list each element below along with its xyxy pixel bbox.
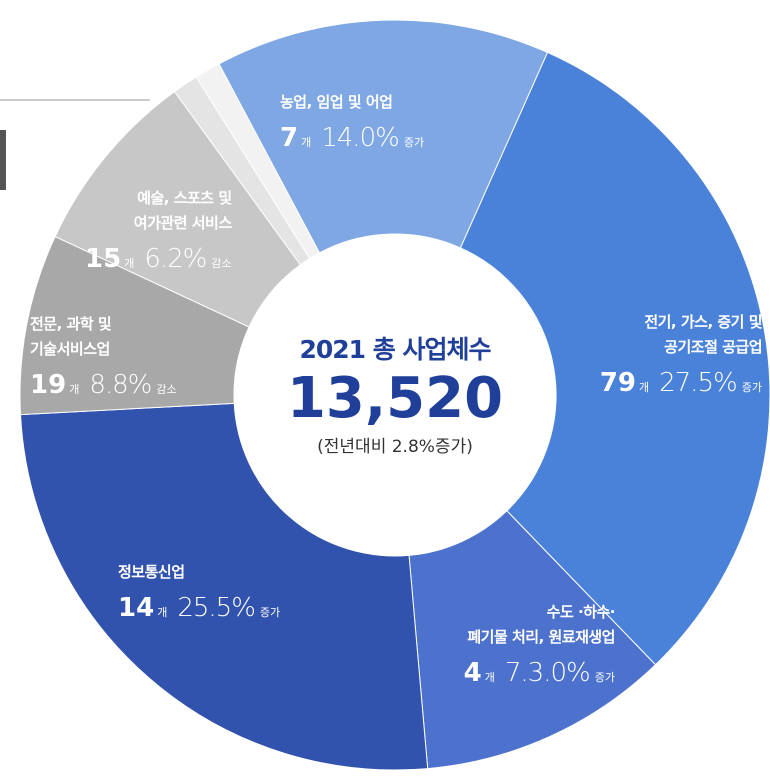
segment-name: 전기, 가스, 증기 및 (644, 313, 762, 331)
center-title: 2021 총 사업체수 (299, 335, 492, 364)
unit: 개 (639, 381, 650, 394)
segment-name: 예술, 스포츠 및 (137, 189, 232, 207)
segment-value: 19 개 8.8% 감소 (30, 370, 177, 400)
rate: 14.0% (321, 123, 400, 153)
segment-value: 15 개 6.2% 감소 (85, 244, 232, 274)
rate: 25.5% (177, 593, 256, 623)
change: 증가 (259, 606, 281, 619)
segment-name: 농업, 임업 및 어업 (280, 93, 393, 111)
unit: 개 (484, 671, 495, 684)
rate: 7.3.0% (504, 658, 591, 688)
count: 7 (280, 123, 299, 153)
rate: 27.5% (659, 368, 738, 398)
edge-mark (0, 130, 6, 190)
segment-name: 정보통신업 (118, 563, 185, 581)
segment-label: 농업, 임업 및 어업 7 개 14.0% 증가 (280, 90, 424, 153)
count: 15 (85, 244, 122, 274)
change: 증가 (741, 381, 762, 394)
count: 19 (30, 370, 67, 400)
unit: 개 (301, 136, 312, 149)
segment-name: 여가관련 서비스 (133, 214, 232, 232)
segment-name: 기술서비스업 (30, 340, 110, 358)
segment-name: 폐기물 처리, 원료재생업 (467, 628, 615, 646)
count: 14 (118, 593, 155, 623)
center-total: 13,520 (286, 366, 504, 431)
unit: 개 (157, 606, 168, 619)
donut-hole (234, 234, 556, 556)
segment-name: 공기조절 공급업 (664, 338, 762, 356)
segment-value: 7 개 14.0% 증가 (280, 123, 424, 153)
segment-label: 정보통신업 14 개 25.5% 증가 (118, 560, 280, 623)
change: 감소 (156, 383, 177, 396)
unit: 개 (124, 257, 135, 270)
segment-value: 4 개 7.3.0% 증가 (464, 658, 615, 688)
count: 4 (463, 658, 482, 688)
segment-name: 전문, 과학 및 (30, 315, 112, 333)
segment-name: 수도 ·하수· (546, 603, 616, 621)
change: 증가 (594, 671, 615, 684)
unit: 개 (69, 383, 80, 396)
segment (218, 19, 549, 254)
segment-value: 79 개 27.5% 증가 (600, 368, 762, 398)
change: 증가 (403, 136, 425, 149)
segment-value: 14 개 25.5% 증가 (118, 593, 280, 623)
rate: 8.8% (89, 370, 152, 400)
count: 79 (599, 368, 637, 398)
center-label: 2021 총 사업체수 13,520 (전년대비 2.8%증가) (235, 330, 555, 457)
center-note: (전년대비 2.8%증가) (317, 437, 473, 457)
rate: 6.2% (144, 244, 207, 274)
change: 감소 (211, 257, 232, 270)
segment-label: 수도 ·하수· 폐기물 처리, 원료재생업 4 개 7.3.0% 증가 (464, 600, 616, 688)
